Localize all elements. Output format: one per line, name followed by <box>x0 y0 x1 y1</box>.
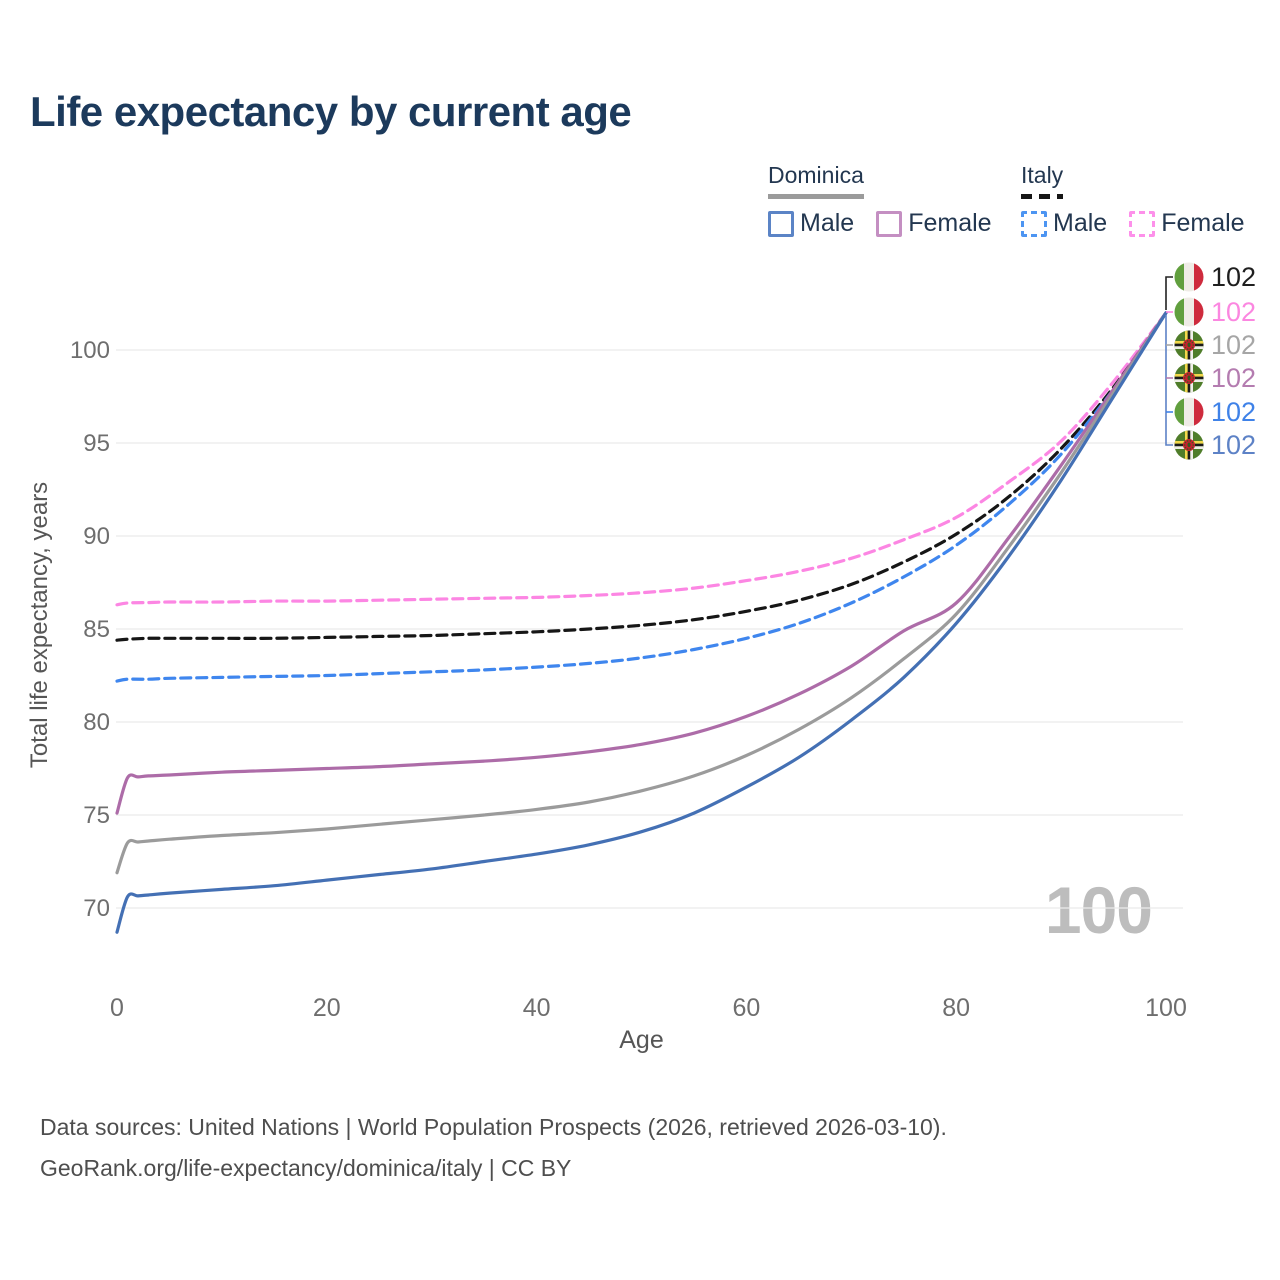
legend-group-title: Italy <box>1021 162 1064 188</box>
y-tick-label: 90 <box>83 523 110 550</box>
end-label-value: 102 <box>1211 362 1257 393</box>
page-title: Life expectancy by current age <box>30 88 632 135</box>
x-tick-label: 80 <box>942 994 970 1022</box>
legend-item-label: Male <box>1053 209 1108 237</box>
x-tick-label: 60 <box>732 994 760 1022</box>
x-tick-label: 0 <box>110 994 124 1022</box>
end-label-dominica-all: 102 <box>1174 329 1256 361</box>
end-label-connector-bottom <box>1165 315 1173 446</box>
legend-group-italy: Italy Male Female <box>1021 162 1245 238</box>
x-axis-title: Age <box>619 1026 663 1054</box>
legend-group-underline-solid <box>768 194 864 199</box>
footer-attribution-line: GeoRank.org/life-expectancy/dominica/ita… <box>40 1155 572 1181</box>
end-label-italy-female: 102 <box>1174 296 1256 328</box>
y-tick-label: 95 <box>83 430 110 457</box>
legend-item-dominica-female[interactable]: Female <box>876 209 992 238</box>
series-italy-male-line <box>115 311 1168 683</box>
dominica-flag-icon <box>1174 330 1204 360</box>
footer-sources-line: Data sources: United Nations | World Pop… <box>40 1114 947 1140</box>
legend-group-dominica: Dominica Male Female <box>768 162 992 238</box>
y-tick-label: 85 <box>83 616 110 643</box>
y-tick-label: 70 <box>83 895 110 922</box>
hover-age-watermark: 100 <box>1044 873 1153 947</box>
solid-line-swatch-icon <box>768 210 794 237</box>
legend-item-italy-female[interactable]: Female <box>1129 209 1245 238</box>
end-label-value: 102 <box>1211 261 1257 292</box>
end-label-value: 102 <box>1211 329 1257 360</box>
series-dominica-all-line <box>115 311 1168 875</box>
end-label-value: 102 <box>1211 396 1257 427</box>
series-italy-all-line <box>115 311 1168 642</box>
series-italy-female-line <box>115 311 1168 607</box>
y-tick-label: 100 <box>70 337 110 364</box>
series-dominica-male-line <box>115 311 1168 934</box>
italy-flag-icon <box>1174 297 1204 327</box>
y-tick-label: 80 <box>83 709 110 736</box>
end-label-italy-all: 102 <box>1174 261 1256 293</box>
legend-item-italy-male[interactable]: Male <box>1021 209 1107 238</box>
x-tick-label: 100 <box>1145 994 1187 1022</box>
x-tick-label: 20 <box>313 994 341 1022</box>
end-label-connector-top <box>1165 276 1173 310</box>
legend-item-label: Female <box>908 209 992 237</box>
end-label-italy-male: 102 <box>1174 396 1256 428</box>
solid-line-swatch-icon <box>876 210 903 237</box>
end-label-value: 102 <box>1211 296 1257 327</box>
legend-item-label: Male <box>800 209 855 237</box>
legend-item-label: Female <box>1161 209 1245 237</box>
italy-flag-icon <box>1174 397 1204 427</box>
x-tick-label: 40 <box>523 994 551 1022</box>
dashed-line-swatch-icon <box>1021 210 1047 237</box>
legend-group-title: Dominica <box>768 162 864 188</box>
italy-flag-icon <box>1174 262 1204 292</box>
end-label-dominica-female: 102 <box>1174 362 1256 394</box>
series-dominica-female-line <box>115 311 1168 815</box>
y-axis-title: Total life expectancy, years <box>26 482 53 768</box>
footer: Data sources: United Nations | World Pop… <box>40 1107 947 1189</box>
end-label-dominica-male: 102 <box>1174 429 1256 461</box>
dashed-line-swatch-icon <box>1129 210 1156 237</box>
legend-item-dominica-male[interactable]: Male <box>768 209 854 238</box>
y-tick-label: 75 <box>83 802 110 829</box>
dominica-flag-icon <box>1174 363 1204 393</box>
dominica-flag-icon <box>1174 430 1204 460</box>
legend-group-underline-dashed <box>1021 194 1064 199</box>
end-label-value: 102 <box>1211 429 1257 460</box>
